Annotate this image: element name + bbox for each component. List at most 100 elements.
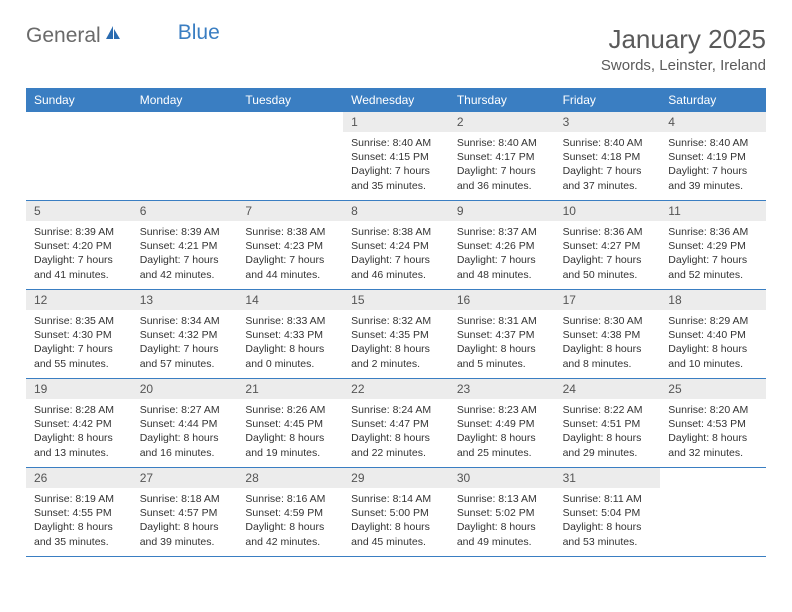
sunrise-text: Sunrise: 8:40 AM <box>668 136 758 150</box>
sunrise-text: Sunrise: 8:33 AM <box>245 314 335 328</box>
day-cell: 5Sunrise: 8:39 AMSunset: 4:20 PMDaylight… <box>26 201 132 289</box>
day-cell: 23Sunrise: 8:23 AMSunset: 4:49 PMDayligh… <box>449 379 555 467</box>
sunrise-text: Sunrise: 8:19 AM <box>34 492 124 506</box>
daylight-text-1: Daylight: 8 hours <box>245 431 335 445</box>
daylight-text-1: Daylight: 8 hours <box>245 520 335 534</box>
daylight-text-2: and 50 minutes. <box>563 268 653 282</box>
sunset-text: Sunset: 5:04 PM <box>563 506 653 520</box>
sunrise-text: Sunrise: 8:20 AM <box>668 403 758 417</box>
daylight-text-1: Daylight: 8 hours <box>351 520 441 534</box>
sail-icon <box>104 24 122 48</box>
day-cell: 12Sunrise: 8:35 AMSunset: 4:30 PMDayligh… <box>26 290 132 378</box>
daylight-text-2: and 57 minutes. <box>140 357 230 371</box>
day-cell: 11Sunrise: 8:36 AMSunset: 4:29 PMDayligh… <box>660 201 766 289</box>
day-number: 21 <box>237 379 343 399</box>
day-cell <box>132 112 238 200</box>
daylight-text-2: and 49 minutes. <box>457 535 547 549</box>
day-cell: 15Sunrise: 8:32 AMSunset: 4:35 PMDayligh… <box>343 290 449 378</box>
sunset-text: Sunset: 4:15 PM <box>351 150 441 164</box>
sunrise-text: Sunrise: 8:34 AM <box>140 314 230 328</box>
day-cell: 13Sunrise: 8:34 AMSunset: 4:32 PMDayligh… <box>132 290 238 378</box>
title-block: January 2025 Swords, Leinster, Ireland <box>601 24 766 74</box>
day-number: 15 <box>343 290 449 310</box>
sunset-text: Sunset: 4:37 PM <box>457 328 547 342</box>
day-cell: 19Sunrise: 8:28 AMSunset: 4:42 PMDayligh… <box>26 379 132 467</box>
daylight-text-1: Daylight: 7 hours <box>668 164 758 178</box>
daylight-text-1: Daylight: 7 hours <box>34 342 124 356</box>
day-info: Sunrise: 8:40 AMSunset: 4:17 PMDaylight:… <box>449 132 555 197</box>
weekday-saturday: Saturday <box>660 88 766 112</box>
day-info: Sunrise: 8:26 AMSunset: 4:45 PMDaylight:… <box>237 399 343 464</box>
day-info: Sunrise: 8:40 AMSunset: 4:19 PMDaylight:… <box>660 132 766 197</box>
day-number: 9 <box>449 201 555 221</box>
day-number: 6 <box>132 201 238 221</box>
daylight-text-1: Daylight: 7 hours <box>351 253 441 267</box>
sunrise-text: Sunrise: 8:38 AM <box>351 225 441 239</box>
day-number: 8 <box>343 201 449 221</box>
day-number: 26 <box>26 468 132 488</box>
weekday-wednesday: Wednesday <box>343 88 449 112</box>
day-info: Sunrise: 8:20 AMSunset: 4:53 PMDaylight:… <box>660 399 766 464</box>
sunset-text: Sunset: 4:30 PM <box>34 328 124 342</box>
sunset-text: Sunset: 4:18 PM <box>563 150 653 164</box>
daylight-text-1: Daylight: 8 hours <box>34 431 124 445</box>
sunrise-text: Sunrise: 8:40 AM <box>351 136 441 150</box>
day-info: Sunrise: 8:19 AMSunset: 4:55 PMDaylight:… <box>26 488 132 553</box>
weekday-tuesday: Tuesday <box>237 88 343 112</box>
day-number: 16 <box>449 290 555 310</box>
day-number: 13 <box>132 290 238 310</box>
day-number: 27 <box>132 468 238 488</box>
day-info: Sunrise: 8:29 AMSunset: 4:40 PMDaylight:… <box>660 310 766 375</box>
daylight-text-2: and 35 minutes. <box>34 535 124 549</box>
sunrise-text: Sunrise: 8:30 AM <box>563 314 653 328</box>
day-cell <box>237 112 343 200</box>
weekday-sunday: Sunday <box>26 88 132 112</box>
sunrise-text: Sunrise: 8:40 AM <box>563 136 653 150</box>
day-cell: 25Sunrise: 8:20 AMSunset: 4:53 PMDayligh… <box>660 379 766 467</box>
daylight-text-2: and 16 minutes. <box>140 446 230 460</box>
daylight-text-1: Daylight: 8 hours <box>457 342 547 356</box>
day-number: 1 <box>343 112 449 132</box>
daylight-text-1: Daylight: 8 hours <box>34 520 124 534</box>
sunset-text: Sunset: 4:19 PM <box>668 150 758 164</box>
daylight-text-1: Daylight: 8 hours <box>668 431 758 445</box>
day-cell: 31Sunrise: 8:11 AMSunset: 5:04 PMDayligh… <box>555 468 661 556</box>
weekday-thursday: Thursday <box>449 88 555 112</box>
daylight-text-1: Daylight: 7 hours <box>563 253 653 267</box>
weeks-container: 1Sunrise: 8:40 AMSunset: 4:15 PMDaylight… <box>26 112 766 557</box>
day-cell: 18Sunrise: 8:29 AMSunset: 4:40 PMDayligh… <box>660 290 766 378</box>
sunset-text: Sunset: 4:55 PM <box>34 506 124 520</box>
day-number: 5 <box>26 201 132 221</box>
day-cell: 7Sunrise: 8:38 AMSunset: 4:23 PMDaylight… <box>237 201 343 289</box>
sunset-text: Sunset: 4:49 PM <box>457 417 547 431</box>
day-info: Sunrise: 8:40 AMSunset: 4:15 PMDaylight:… <box>343 132 449 197</box>
daylight-text-2: and 22 minutes. <box>351 446 441 460</box>
sunset-text: Sunset: 4:33 PM <box>245 328 335 342</box>
sunset-text: Sunset: 5:02 PM <box>457 506 547 520</box>
daylight-text-2: and 55 minutes. <box>34 357 124 371</box>
day-number: 18 <box>660 290 766 310</box>
day-info: Sunrise: 8:37 AMSunset: 4:26 PMDaylight:… <box>449 221 555 286</box>
sunset-text: Sunset: 4:51 PM <box>563 417 653 431</box>
daylight-text-1: Daylight: 7 hours <box>668 253 758 267</box>
day-info: Sunrise: 8:33 AMSunset: 4:33 PMDaylight:… <box>237 310 343 375</box>
day-cell: 17Sunrise: 8:30 AMSunset: 4:38 PMDayligh… <box>555 290 661 378</box>
sunset-text: Sunset: 4:20 PM <box>34 239 124 253</box>
day-cell: 26Sunrise: 8:19 AMSunset: 4:55 PMDayligh… <box>26 468 132 556</box>
day-number: 19 <box>26 379 132 399</box>
daylight-text-2: and 39 minutes. <box>140 535 230 549</box>
sunset-text: Sunset: 4:47 PM <box>351 417 441 431</box>
week-row: 26Sunrise: 8:19 AMSunset: 4:55 PMDayligh… <box>26 468 766 557</box>
daylight-text-2: and 29 minutes. <box>563 446 653 460</box>
daylight-text-2: and 10 minutes. <box>668 357 758 371</box>
day-info: Sunrise: 8:36 AMSunset: 4:27 PMDaylight:… <box>555 221 661 286</box>
daylight-text-2: and 46 minutes. <box>351 268 441 282</box>
day-info: Sunrise: 8:24 AMSunset: 4:47 PMDaylight:… <box>343 399 449 464</box>
day-number: 4 <box>660 112 766 132</box>
sunrise-text: Sunrise: 8:26 AM <box>245 403 335 417</box>
day-number: 22 <box>343 379 449 399</box>
sunset-text: Sunset: 4:45 PM <box>245 417 335 431</box>
day-cell: 21Sunrise: 8:26 AMSunset: 4:45 PMDayligh… <box>237 379 343 467</box>
sunrise-text: Sunrise: 8:18 AM <box>140 492 230 506</box>
day-info: Sunrise: 8:30 AMSunset: 4:38 PMDaylight:… <box>555 310 661 375</box>
